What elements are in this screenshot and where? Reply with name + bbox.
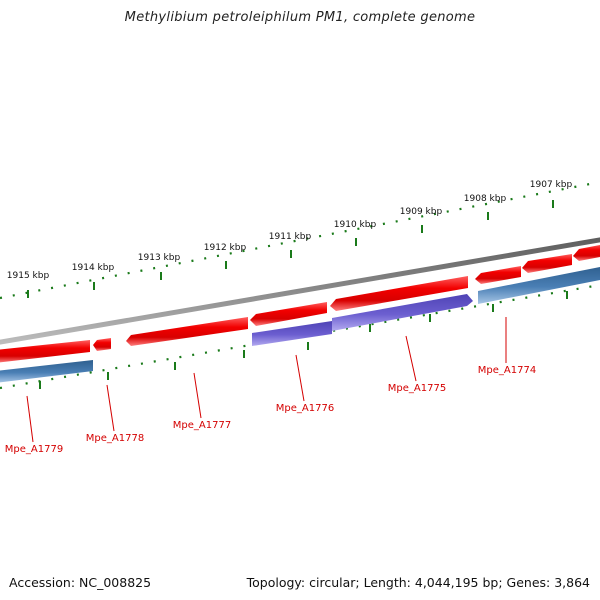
reverse-gene-lane [0, 266, 600, 383]
gene-arrow-reverse [252, 321, 332, 346]
kbp-label: 1909 kbp [400, 207, 443, 217]
topology-summary: Topology: circular; Length: 4,044,195 bp… [246, 575, 590, 590]
genome-backbone [0, 237, 600, 345]
gene-arrow-forward [93, 338, 111, 351]
kbp-labels: 1907 kbp 1908 kbp 1909 kbp 1910 kbp 1911 kbp… [7, 180, 573, 281]
gene-label: Mpe_A1777 [173, 420, 231, 431]
gene-leader-line [26, 395, 34, 443]
gene-leader-line [405, 335, 417, 382]
gene-arrow-forward [126, 317, 248, 346]
accession-text: Accession: NC_008825 [9, 575, 152, 590]
map-title: Methylibium petroleiphilum PM1, complete… [124, 10, 476, 25]
kbp-label: 1907 kbp [530, 180, 573, 190]
kbp-label: 1908 kbp [464, 194, 507, 204]
gene-labels: Mpe_A1774 Mpe_A1775 Mpe_A1776 Mpe_A1777 Mpe_… [5, 317, 536, 455]
gene-arrow-forward [573, 244, 600, 261]
gene-label: Mpe_A1775 [388, 383, 446, 394]
kbp-label: 1914 kbp [72, 263, 115, 273]
kbp-label: 1915 kbp [7, 271, 50, 281]
gene-label: Mpe_A1778 [86, 433, 144, 444]
gene-label: Mpe_A1779 [5, 444, 63, 455]
gene-label: Mpe_A1776 [276, 403, 334, 414]
kbp-label: 1913 kbp [138, 253, 181, 263]
gene-arrow-forward [330, 276, 468, 311]
gene-leader-line [106, 384, 115, 432]
gene-arrow-reverse [0, 360, 93, 383]
gene-arrow-reverse [332, 294, 473, 331]
gene-arrow-forward [475, 266, 521, 284]
kbp-label: 1910 kbp [334, 220, 377, 230]
gene-arrow-forward [250, 302, 327, 326]
forward-gene-lane [0, 244, 600, 363]
gene-arrow-reverse [478, 266, 600, 304]
kbp-label: 1912 kbp [204, 243, 247, 253]
gene-arrow-forward [522, 254, 572, 273]
gene-arrow-forward [0, 340, 90, 363]
inner-tick-track [0, 283, 600, 390]
gene-label: Mpe_A1774 [478, 365, 536, 376]
major-ticks [27, 200, 568, 389]
gene-leader-line [295, 354, 305, 402]
gene-leader-line [193, 372, 202, 419]
kbp-label: 1911 kbp [269, 232, 312, 242]
